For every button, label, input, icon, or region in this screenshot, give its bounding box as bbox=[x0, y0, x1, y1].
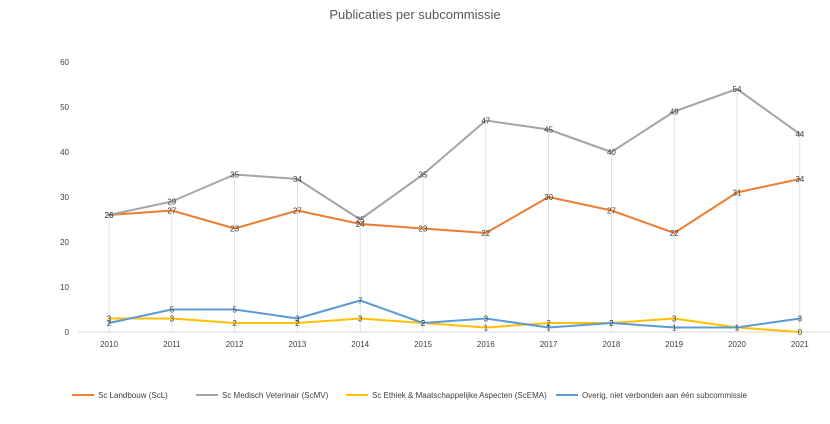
x-tick-label: 2014 bbox=[351, 340, 369, 349]
legend-label: Sc Landbouw (ScL) bbox=[98, 391, 168, 400]
series-group bbox=[108, 88, 801, 333]
data-label: 27 bbox=[167, 207, 176, 216]
data-label: 49 bbox=[670, 108, 679, 117]
y-tick-label: 0 bbox=[65, 328, 70, 337]
data-label: 3 bbox=[170, 315, 175, 324]
x-tick-label: 2015 bbox=[414, 340, 432, 349]
y-tick-label: 40 bbox=[60, 148, 69, 157]
data-label: 2 bbox=[546, 319, 551, 328]
data-label: 26 bbox=[105, 211, 114, 220]
x-tick-label: 2020 bbox=[728, 340, 746, 349]
data-label: 3 bbox=[358, 315, 363, 324]
data-label: 2 bbox=[295, 319, 300, 328]
series-line-3 bbox=[108, 317, 801, 333]
data-label: 1 bbox=[672, 324, 677, 333]
data-label: 25 bbox=[356, 216, 365, 225]
x-tick-label: 2017 bbox=[540, 340, 558, 349]
data-label: 1 bbox=[735, 324, 740, 333]
series-line-4 bbox=[108, 299, 801, 329]
data-label: 26 bbox=[105, 211, 114, 220]
x-axis-ticks: 2010 2011 2012 2013 2014 2015 2016 2017 2018 2019… bbox=[100, 340, 809, 349]
data-label: 34 bbox=[293, 175, 302, 184]
data-label: 22 bbox=[481, 229, 490, 238]
chart-title: Publicaties per subcommissie bbox=[329, 7, 500, 22]
legend-label: Overig, niet verbonden aan één subcommis… bbox=[582, 391, 748, 400]
legend-label: Sc Ethiek & Maatschappelijke Aspecten (S… bbox=[372, 391, 547, 400]
data-label: 31 bbox=[733, 189, 742, 198]
data-label: 23 bbox=[419, 225, 428, 234]
data-label: 2 bbox=[609, 319, 614, 328]
data-label: 2 bbox=[609, 319, 614, 328]
data-label: 2 bbox=[107, 319, 112, 328]
data-label: 1 bbox=[546, 324, 551, 333]
data-label: 5 bbox=[232, 306, 237, 315]
data-label: 3 bbox=[672, 315, 677, 324]
data-label: 3 bbox=[107, 315, 112, 324]
series-line-2 bbox=[108, 88, 801, 221]
x-tick-label: 2011 bbox=[163, 340, 181, 349]
data-label: 1 bbox=[735, 324, 740, 333]
x-tick-label: 2018 bbox=[603, 340, 621, 349]
x-tick-label: 2012 bbox=[226, 340, 244, 349]
data-label: 2 bbox=[421, 319, 426, 328]
data-label: 3 bbox=[484, 315, 489, 324]
data-label: 27 bbox=[293, 207, 302, 216]
x-tick-label: 2019 bbox=[665, 340, 683, 349]
data-label: 23 bbox=[230, 225, 239, 234]
y-tick-label: 30 bbox=[60, 193, 69, 202]
x-tick-label: 2013 bbox=[289, 340, 307, 349]
x-tick-label: 2016 bbox=[477, 340, 495, 349]
legend: Sc Landbouw (ScL) Sc Medisch Veterinair (… bbox=[72, 391, 748, 400]
x-tick-label: 2021 bbox=[791, 340, 809, 349]
y-tick-label: 60 bbox=[60, 58, 69, 67]
drop-lines bbox=[108, 89, 801, 332]
data-label: 22 bbox=[670, 229, 679, 238]
y-tick-label: 50 bbox=[60, 103, 69, 112]
series-line-1 bbox=[108, 178, 801, 234]
data-label: 35 bbox=[419, 171, 428, 180]
y-tick-label: 20 bbox=[60, 238, 69, 247]
data-label: 3 bbox=[798, 315, 803, 324]
x-tick-label: 2010 bbox=[100, 340, 118, 349]
data-label: 40 bbox=[607, 148, 616, 157]
data-label: 30 bbox=[544, 193, 553, 202]
legend-label: Sc Medisch Veterinair (ScMV) bbox=[222, 391, 329, 400]
data-label: 54 bbox=[733, 85, 742, 94]
data-label: 44 bbox=[795, 130, 804, 139]
data-label: 1 bbox=[484, 324, 489, 333]
y-tick-label: 10 bbox=[60, 283, 69, 292]
data-label: 2 bbox=[421, 319, 426, 328]
data-label: 2 bbox=[232, 319, 237, 328]
data-label: 27 bbox=[607, 207, 616, 216]
data-label: 45 bbox=[544, 126, 553, 135]
data-label: 34 bbox=[795, 175, 804, 184]
y-axis-ticks: 0 10 20 30 40 50 60 bbox=[60, 58, 69, 337]
data-label: 3 bbox=[295, 315, 300, 324]
data-label: 47 bbox=[481, 117, 490, 126]
data-label: 29 bbox=[167, 198, 176, 207]
data-label: 5 bbox=[170, 306, 175, 315]
data-label: 24 bbox=[356, 220, 365, 229]
data-label: 0 bbox=[798, 328, 803, 337]
data-label: 7 bbox=[358, 297, 363, 306]
data-label: 35 bbox=[230, 171, 239, 180]
